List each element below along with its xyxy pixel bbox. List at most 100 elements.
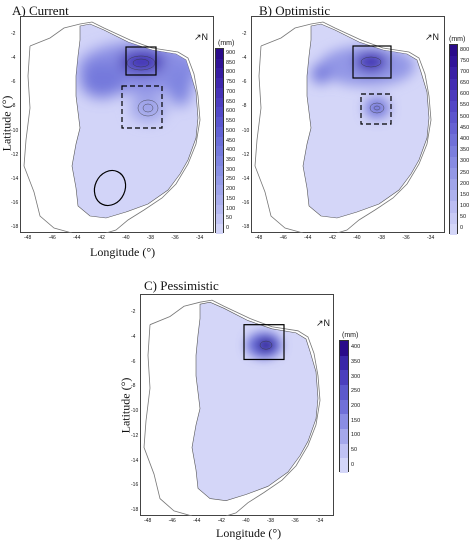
map-optimistic — [254, 21, 432, 233]
panel-optimistic: B) Optimistic ↗N (mm) 800 750 700 650 600 550… — [237, 0, 474, 268]
lon-tick-label: -34 — [427, 235, 435, 241]
colorbar-segment — [340, 458, 348, 473]
lon-tick-label: -34 — [196, 235, 204, 241]
colorbar-label: 200 — [351, 403, 361, 409]
lon-tick-label: -46 — [279, 235, 287, 241]
lon-tick-label: -42 — [97, 235, 105, 241]
lat-tick-label: -6 — [11, 79, 16, 86]
lat-tick-label: -18 — [242, 224, 250, 230]
colorbar-segment — [216, 224, 223, 234]
colorbar-segment — [340, 355, 348, 371]
north-arrow-icon: ↗N — [194, 32, 209, 42]
colorbar-label: 450 — [226, 137, 236, 144]
colorbar — [449, 44, 458, 235]
panel-title: C) Pessimistic — [144, 278, 219, 293]
colorbar-segment — [450, 179, 457, 191]
colorbar-segment — [450, 56, 457, 68]
marker-solid-ellipse — [93, 169, 127, 207]
lat-tick-label: -14 — [131, 457, 139, 464]
contour-lines — [259, 340, 273, 350]
colorbar-segment — [340, 341, 348, 356]
colorbar-segment — [216, 49, 223, 59]
colorbar-label: 350 — [226, 156, 236, 163]
lat-tick-label: -10 — [131, 408, 139, 414]
colorbar-segment — [340, 443, 348, 459]
colorbar-segment — [216, 87, 223, 98]
colorbar-segment — [216, 136, 223, 147]
lon-tick-label: -40 — [242, 518, 250, 524]
lon-tick-label: -34 — [316, 518, 324, 524]
colorbar-label: 50 — [460, 214, 467, 221]
marker-solid-rectangle — [352, 45, 392, 79]
lat-tick-label: -4 — [131, 333, 136, 340]
colorbar-segment — [450, 167, 457, 180]
colorbar-segment — [450, 201, 457, 213]
lon-tick-label: -46 — [168, 518, 176, 524]
colorbar-segment — [450, 100, 457, 113]
north-arrow-icon: ↗N — [425, 32, 440, 42]
colorbar-label: 400 — [351, 344, 361, 351]
panel-pessimistic: C) Pessimistic ↗N (mm) 400 350 300 250 200 15… — [119, 268, 361, 542]
colorbar-label: 300 — [460, 158, 470, 165]
lon-tick-label: -44 — [304, 235, 312, 241]
colorbar-segment — [340, 384, 348, 400]
colorbar-segment — [216, 78, 223, 88]
unit-label: (mm) — [449, 36, 466, 43]
colorbar-segment — [450, 89, 457, 101]
lat-tick-label: -2 — [242, 31, 247, 37]
unit-label: (mm) — [218, 40, 235, 47]
colorbar-label: 50 — [226, 215, 233, 222]
colorbar-label: 600 — [226, 108, 236, 115]
lat-tick-label: -4 — [11, 55, 16, 62]
panel-title: A) Current — [12, 3, 69, 18]
colorbar-label: 700 — [460, 68, 470, 75]
lon-tick-label: -40 — [353, 235, 361, 241]
lon-tick-label: -40 — [122, 235, 130, 241]
lat-tick-label: -12 — [131, 432, 139, 439]
colorbar-label: 850 — [226, 59, 236, 66]
lon-tick-label: -42 — [217, 518, 225, 524]
colorbar-segment — [450, 190, 457, 202]
colorbar-segment — [450, 134, 457, 146]
colorbar-segment — [450, 212, 457, 224]
marker-dashed-rectangle — [360, 93, 392, 125]
colorbar-label: 700 — [226, 88, 236, 95]
x-axis-label: Longitude (°) — [90, 245, 156, 259]
colorbar-label: 200 — [226, 186, 236, 193]
colorbar-label: 250 — [460, 169, 470, 176]
colorbar-label: 550 — [226, 118, 236, 125]
colorbar-label: 750 — [226, 79, 236, 86]
colorbar-segment — [216, 175, 223, 186]
lon-tick-label: -36 — [402, 235, 410, 241]
lon-tick-label: -48 — [144, 518, 152, 524]
lon-tick-label: -44 — [193, 518, 201, 524]
marker-solid-rectangle — [243, 324, 285, 361]
lat-tick-label: -14 — [11, 175, 19, 182]
lat-tick-label: -2 — [131, 309, 136, 315]
north-arrow-icon: ↗N — [316, 318, 331, 328]
country-outline — [23, 21, 201, 233]
contour-lines — [360, 56, 385, 114]
lat-tick-label: -12 — [11, 151, 19, 158]
colorbar-label: 0 — [351, 461, 355, 468]
colorbar-segment — [216, 97, 223, 108]
colorbar-segment — [216, 165, 223, 176]
colorbar-label: 100 — [226, 205, 236, 212]
lat-tick-label: -16 — [131, 482, 139, 489]
colorbar-label: 0 — [460, 225, 464, 232]
colorbar-label: 50 — [351, 447, 358, 453]
lat-tick-label: -16 — [242, 199, 250, 206]
colorbar-segment — [216, 214, 223, 225]
colorbar-segment — [216, 204, 223, 215]
lat-tick-label: -8 — [242, 103, 247, 110]
lon-tick-label: -48 — [255, 235, 263, 241]
lon-tick-label: -44 — [73, 235, 81, 241]
colorbar-label: 350 — [460, 147, 470, 154]
lat-tick-label: -8 — [11, 103, 16, 110]
lat-tick-label: -12 — [242, 151, 250, 158]
unit-label: (mm) — [342, 332, 359, 339]
colorbar-segment — [340, 370, 348, 385]
colorbar — [339, 340, 349, 473]
colorbar-label: 300 — [351, 373, 361, 380]
lat-tick-label: -4 — [242, 55, 247, 62]
